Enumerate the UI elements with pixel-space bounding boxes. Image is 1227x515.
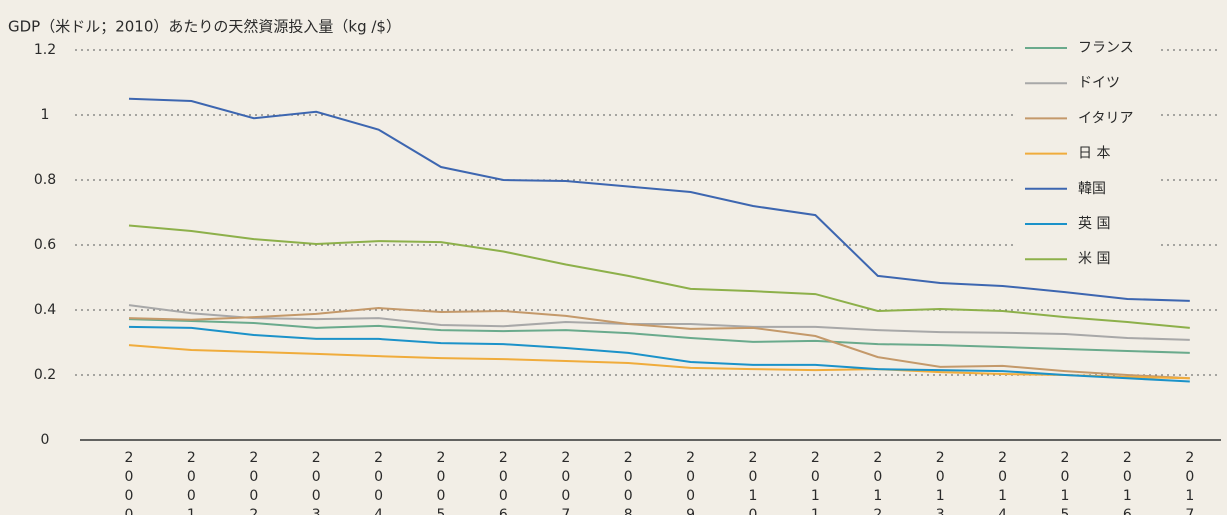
series-line bbox=[128, 97, 1190, 302]
x-tick-label: 2011 bbox=[807, 450, 823, 515]
chart-title: GDP（米ドル；2010）あたりの天然資源投入量（kg /$） bbox=[8, 18, 401, 36]
y-tick-label: 0.4 bbox=[34, 302, 56, 318]
series-line bbox=[128, 344, 1190, 380]
y-tick-label: 0.8 bbox=[34, 172, 56, 188]
x-tick-label: 2001 bbox=[183, 450, 199, 515]
series-line bbox=[128, 307, 1190, 380]
x-tick-label: 2004 bbox=[371, 450, 387, 515]
legend-label: 米 国 bbox=[1078, 251, 1110, 267]
x-tick-label: 2012 bbox=[870, 450, 886, 515]
x-tick-label: 2007 bbox=[558, 450, 574, 515]
series-line bbox=[128, 318, 1190, 354]
y-tick-label: 0 bbox=[41, 432, 50, 448]
legend-label: 韓国 bbox=[1078, 181, 1106, 197]
series-line bbox=[128, 224, 1190, 329]
y-tick-label: 1 bbox=[41, 107, 50, 123]
y-tick-label: 0.6 bbox=[34, 237, 56, 253]
legend-label: ドイツ bbox=[1078, 75, 1120, 91]
x-tick-label: 2008 bbox=[620, 450, 636, 515]
series-line bbox=[128, 325, 1190, 383]
legend-label: 英 国 bbox=[1078, 215, 1110, 232]
x-tick-label: 2005 bbox=[433, 450, 449, 515]
x-tick-label: 2009 bbox=[683, 450, 699, 515]
x-tick-label: 2017 bbox=[1182, 450, 1198, 515]
x-tick-label: 2003 bbox=[308, 450, 324, 515]
x-tick-label: 2002 bbox=[246, 450, 262, 515]
x-tick-label: 2006 bbox=[495, 450, 511, 515]
y-tick-label: 1.2 bbox=[34, 42, 56, 58]
x-tick-label: 2010 bbox=[745, 450, 761, 515]
series-line bbox=[128, 304, 1190, 341]
x-tick-label: 2000 bbox=[121, 450, 137, 515]
x-tick-label: 2016 bbox=[1119, 450, 1135, 515]
x-tick-label: 2014 bbox=[995, 450, 1011, 515]
x-tick-label: 2013 bbox=[932, 450, 948, 515]
y-tick-label: 0.2 bbox=[34, 367, 56, 383]
legend-label: 日 本 bbox=[1078, 146, 1110, 162]
legend-label: フランス bbox=[1078, 40, 1134, 56]
legend-label: イタリア bbox=[1078, 110, 1133, 126]
x-tick-label: 2015 bbox=[1057, 450, 1073, 515]
